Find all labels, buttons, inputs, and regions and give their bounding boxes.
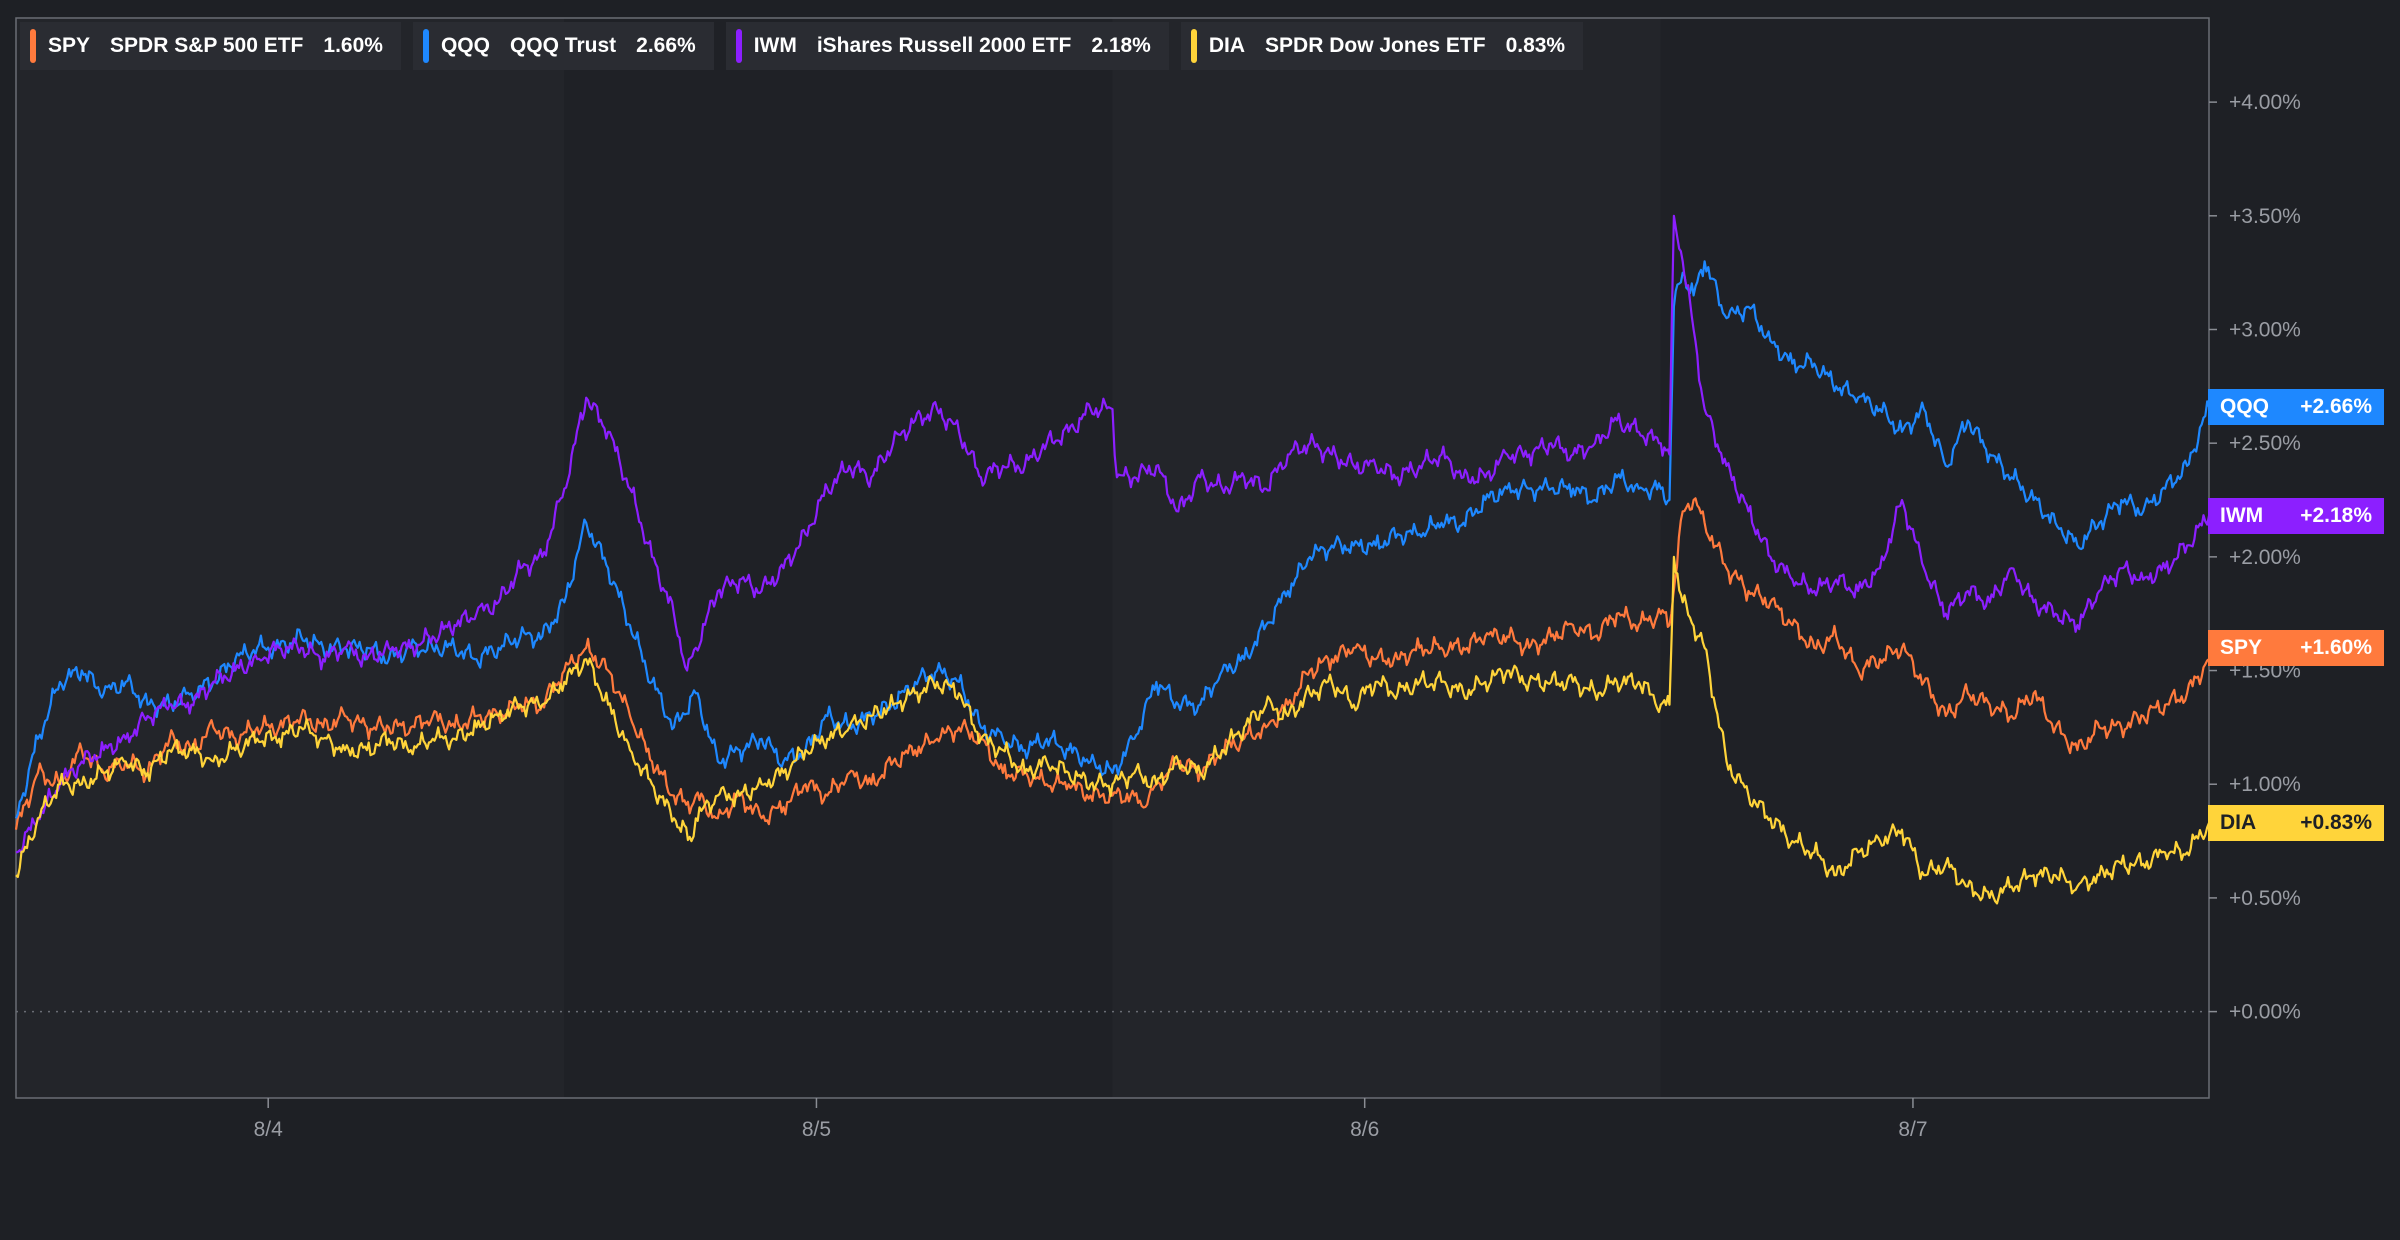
legend-item-spy[interactable]: SPY SPDR S&P 500 ETF 1.60% [20,22,401,70]
session-band [1660,18,2209,1098]
legend-change: 2.18% [1091,34,1151,57]
legend-name: iShares Russell 2000 ETF [816,34,1072,57]
y-tick-label: +1.00% [2229,773,2301,796]
legend-change: 1.60% [323,34,383,57]
legend-ticker: IWM [753,34,797,57]
y-tick-label: +3.50% [2229,205,2301,228]
y-tick-label: +2.50% [2229,432,2301,455]
price-tag-ticker: IWM [2220,503,2264,527]
legend-ticker: SPY [48,34,91,57]
spy-swatch [30,29,36,63]
y-tick-label: +2.00% [2229,546,2301,569]
plot-frame [15,17,2210,1099]
x-tick-label: 8/7 [1898,1118,1927,1141]
legend: SPY SPDR S&P 500 ETF 1.60% QQQ QQQ Trust… [20,22,1584,70]
session-band [1112,18,1661,1098]
session-band [16,18,565,1098]
x-tick-label: 8/5 [802,1118,831,1141]
price-tag-iwm: IWM +2.18% [2208,497,2384,534]
x-axis: 8/4 8/5 8/6 8/7 [254,1098,1928,1141]
legend-change: 2.66% [636,34,696,57]
y-tick-label: +3.00% [2229,318,2301,341]
legend-ticker: DIA [1208,34,1246,57]
price-tag-spy: SPY +1.60% [2208,629,2384,666]
price-tag-value: +2.66% [2300,394,2372,418]
series-line-spy[interactable] [14,497,2210,830]
x-tick-label: 8/4 [254,1118,284,1141]
x-tick-label: 8/6 [1350,1118,1379,1141]
legend-name: SPDR Dow Jones ETF [1265,34,1486,57]
legend-name: SPDR S&P 500 ETF [110,34,304,57]
y-axis: +0.00%+0.50%+1.00%+1.50%+2.00%+2.50%+3.0… [2209,91,2301,1024]
price-tag-ticker: SPY [2220,635,2263,659]
y-tick-label: +0.50% [2229,887,2301,910]
dia-swatch [1190,29,1197,63]
legend-ticker: QQQ [440,34,490,57]
series-line-qqq[interactable] [14,260,2211,819]
legend-item-iwm[interactable]: IWM iShares Russell 2000 ETF 2.18% [725,22,1169,70]
price-tag-value: +2.18% [2300,503,2372,527]
y-tick-label: +0.00% [2229,1001,2301,1024]
legend-change: 0.83% [1505,34,1566,57]
series-line-iwm[interactable] [15,214,2211,855]
legend-item-dia[interactable]: DIA SPDR Dow Jones ETF 0.83% [1180,22,1584,70]
legend-name: QQQ Trust [509,34,617,57]
price-tag-dia: DIA +0.83% [2208,804,2384,841]
y-tick-label: +4.00% [2229,91,2301,114]
qqq-swatch [422,29,429,63]
price-tag-value: +1.60% [2300,635,2372,659]
price-tag-qqq: QQQ +2.66% [2208,388,2384,425]
price-tag-ticker: QQQ [2220,394,2270,418]
series-line-dia[interactable] [15,555,2211,905]
session-shading [16,18,2209,1098]
price-tag-ticker: DIA [2220,810,2257,834]
series-lines[interactable] [14,214,2211,905]
iwm-swatch [735,29,742,63]
session-band [564,18,1113,1098]
legend-item-qqq[interactable]: QQQ QQQ Trust 2.66% [412,22,714,70]
price-tag-value: +0.83% [2300,810,2372,834]
